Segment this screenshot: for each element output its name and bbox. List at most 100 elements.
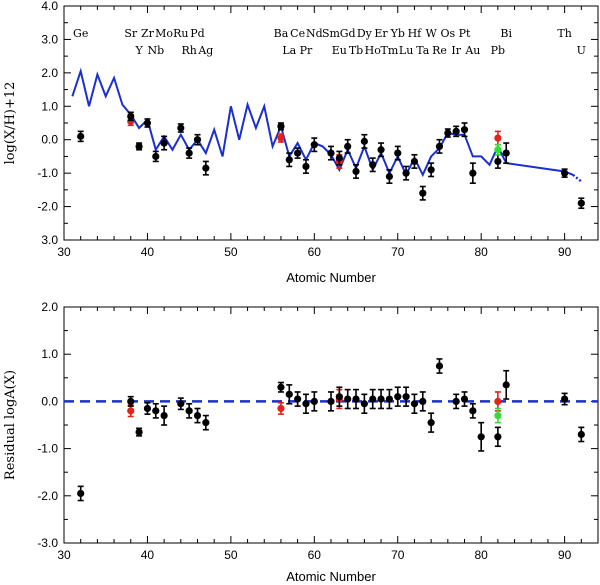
bottom-observed-point <box>177 400 185 408</box>
element-label-zr: Zr <box>141 27 155 40</box>
bottom-observed-point <box>494 433 502 441</box>
top-observed-point <box>385 172 394 181</box>
element-label-tb: Tb <box>349 44 363 57</box>
element-label-eu: Eu <box>332 44 347 57</box>
top-observed-point <box>302 162 310 171</box>
element-label-la: La <box>282 44 296 57</box>
element-label-gd: Gd <box>340 27 356 40</box>
bottom-observed-point <box>577 430 585 439</box>
element-label-ho: Ho <box>365 44 382 57</box>
model-curve-dotted-line <box>572 173 583 183</box>
bottom-x-axis-label: Atomic Number <box>286 569 376 584</box>
element-label-os: Os <box>440 27 455 40</box>
bottom-observed-point <box>285 390 293 398</box>
top-observed-point <box>419 189 427 197</box>
element-label-sr: Sr <box>124 27 138 40</box>
element-label-w: W <box>425 27 437 40</box>
element-label-bi: Bi <box>500 27 512 40</box>
top-x-axis-label: Atomic Number <box>286 270 376 285</box>
bottom-red-point <box>127 407 135 415</box>
bottom-observed-point <box>502 381 510 389</box>
top-observed-point <box>327 149 335 157</box>
element-label-rh: Rh <box>181 44 196 57</box>
element-label-ag: Ag <box>197 44 213 57</box>
bottom-observed-point <box>193 411 202 420</box>
bottom-observed-point <box>143 404 152 413</box>
bottom-observed-point <box>185 407 193 415</box>
element-label-th: Th <box>557 27 571 40</box>
top-x-tick-label: 80 <box>475 245 489 259</box>
bottom-x-tick-label: 90 <box>558 548 572 562</box>
top-observed-point <box>202 164 210 172</box>
element-label-pb: Pb <box>491 44 505 57</box>
bottom-observed-point <box>277 383 285 391</box>
top-observed-point <box>494 157 502 166</box>
element-label-ba: Ba <box>274 27 289 40</box>
bottom-red-point <box>277 404 285 413</box>
residual-panel: Residual logA(X) Atomic Number 30 40 50 60 7… <box>3 300 599 584</box>
top-observed-point <box>352 167 360 176</box>
bottom-observed-point <box>202 419 210 427</box>
bottom-y-tick-label: -1.0 <box>37 442 58 456</box>
bottom-green-point <box>494 411 502 420</box>
top-y-tick-label: 4.0 <box>41 0 58 13</box>
bottom-observed-point <box>352 395 360 403</box>
top-observed-point <box>502 149 510 157</box>
top-y-tick-label: -1.0 <box>37 166 58 180</box>
top-x-tick-label: 50 <box>224 245 238 259</box>
top-x-tick-label: 40 <box>141 245 155 259</box>
element-label-tm: Tm <box>381 44 399 57</box>
top-observed-point <box>277 122 285 130</box>
bottom-observed-point <box>419 397 427 405</box>
element-label-nb: Nb <box>147 44 164 57</box>
element-label-ce: Ce <box>290 27 305 40</box>
bottom-observed-point <box>327 397 335 405</box>
top-x-tick-label: 60 <box>308 245 322 259</box>
top-x-tick-label: 30 <box>57 245 71 259</box>
element-label-hf: Hf <box>408 27 423 40</box>
top-observed-point <box>427 166 435 174</box>
element-label-mo: Mo <box>155 27 173 40</box>
top-observed-point <box>402 169 410 177</box>
bottom-observed-point <box>294 395 302 403</box>
top-observed-point <box>177 124 185 132</box>
element-label-ir: Ir <box>451 44 461 57</box>
top-y-tick-label: 3.0 <box>41 233 58 247</box>
element-label-pt: Pt <box>459 27 471 40</box>
bottom-y-tick-label: -2.0 <box>37 489 58 503</box>
bottom-y-axis-label: Residual logA(X) <box>3 370 18 480</box>
top-observed-point <box>577 199 585 207</box>
element-label-y: Y <box>134 44 143 57</box>
top-observed-point <box>561 169 569 177</box>
top-observed-point <box>310 141 318 149</box>
element-label-pd: Pd <box>190 27 204 40</box>
top-observed-point <box>135 142 143 150</box>
bottom-observed-point <box>427 419 435 427</box>
top-observed-point <box>360 137 368 145</box>
bottom-observed-point <box>344 395 352 403</box>
bottom-observed-point <box>477 433 485 441</box>
top-y-tick-label: 1.0 <box>41 99 58 113</box>
bottom-observed-point <box>377 395 385 403</box>
bottom-x-tick-label: 70 <box>391 548 405 562</box>
top-y-tick-label: 3.0 <box>41 32 58 46</box>
bottom-observed-point <box>435 362 444 370</box>
element-label-yb: Yb <box>390 27 405 40</box>
top-observed-point <box>444 129 452 137</box>
top-observed-point <box>394 149 402 157</box>
top-observed-point <box>369 161 377 169</box>
top-observed-point <box>335 154 343 162</box>
bottom-y-tick-label: -3.0 <box>37 536 58 550</box>
bottom-plot-frame <box>63 306 599 544</box>
bottom-x-tick-label: 40 <box>141 548 155 562</box>
top-observed-point <box>143 119 152 127</box>
top-red-point <box>494 134 502 142</box>
bottom-observed-point <box>160 411 168 420</box>
top-green-point <box>494 146 502 154</box>
top-observed-point <box>285 156 293 164</box>
bottom-observed-point <box>402 393 410 401</box>
element-label-u: U <box>577 44 586 57</box>
bottom-x-tick-label: 60 <box>308 548 322 562</box>
top-observed-point <box>344 142 352 150</box>
